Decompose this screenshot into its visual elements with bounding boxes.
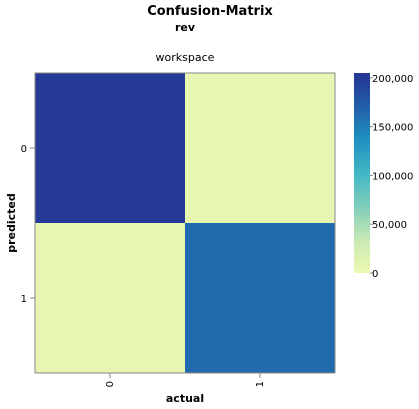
y-axis-title: predicted [5, 193, 18, 253]
legend-tick-label: 100,000 [372, 171, 413, 182]
x-tick-label-1: 1 [255, 381, 266, 387]
legend-tick-label: 150,000 [372, 123, 413, 134]
chart-subtitle: rev [175, 21, 196, 34]
color-legend-ticks: 0 50,000 100,000 150,000 200,000 [370, 74, 413, 280]
column-header: workspace [156, 51, 215, 64]
legend-tick-label: 200,000 [372, 74, 413, 85]
heatmap-cell-actual-0-predicted-0 [35, 73, 185, 223]
chart-title: Confusion-Matrix [147, 4, 273, 19]
legend-tick-label: 0 [372, 269, 378, 280]
heatmap-cells [35, 73, 335, 373]
legend-tick-label: 50,000 [372, 220, 407, 231]
x-tick-label-0: 0 [105, 381, 116, 387]
x-axis-title: actual [166, 392, 204, 405]
heatmap-cell-actual-1-predicted-0 [185, 73, 335, 223]
y-tick-label-1: 1 [21, 294, 27, 305]
y-tick-label-0: 0 [21, 144, 27, 155]
heatmap-cell-actual-0-predicted-1 [35, 223, 185, 373]
heatmap-cell-actual-1-predicted-1 [185, 223, 335, 373]
color-legend-bar [354, 73, 370, 273]
